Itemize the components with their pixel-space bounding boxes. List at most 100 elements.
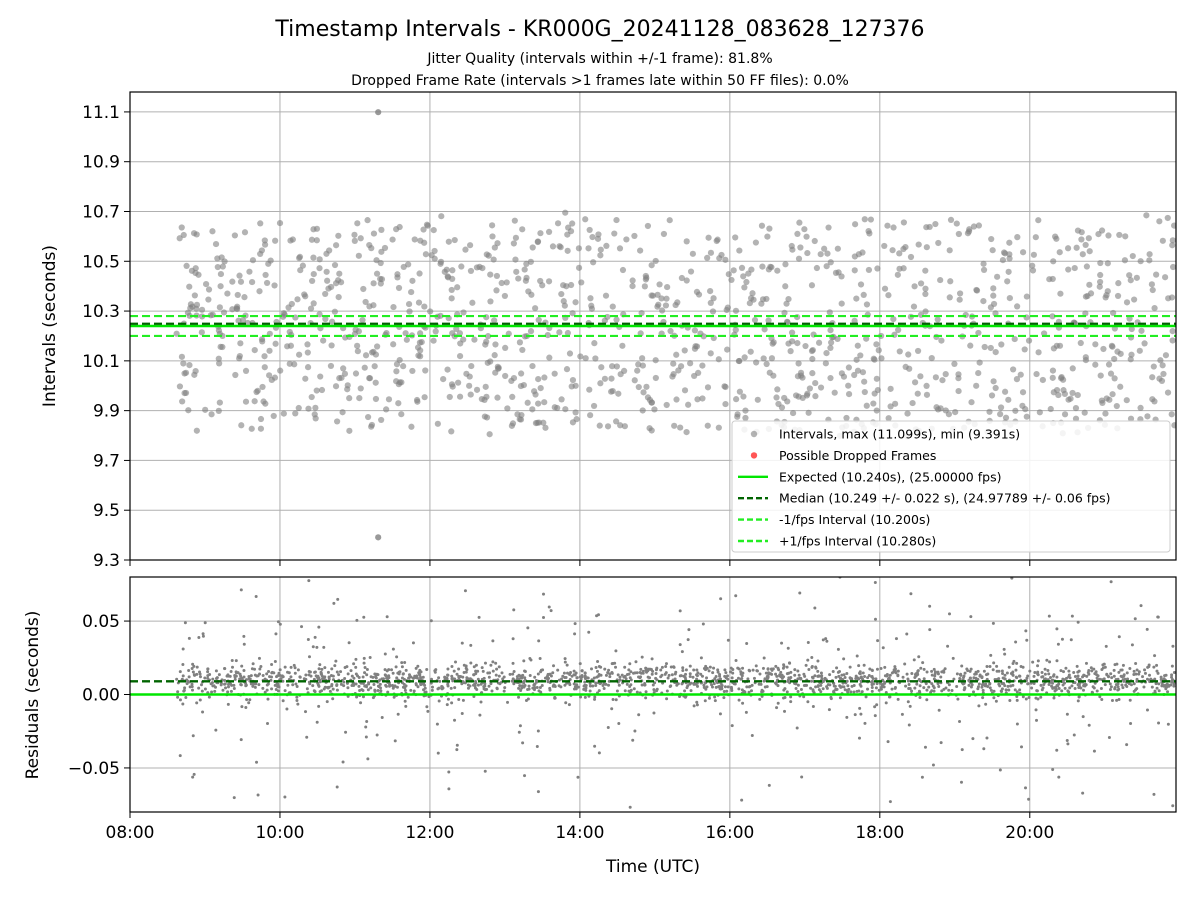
residual-point [795, 726, 799, 730]
residual-point [691, 675, 695, 679]
residual-point [1024, 629, 1028, 633]
interval-point [372, 379, 379, 386]
interval-point [643, 383, 650, 390]
residual-point [365, 668, 369, 672]
interval-point [603, 242, 610, 249]
residual-point [209, 682, 213, 686]
residual-point [1062, 670, 1066, 674]
interval-point [1128, 351, 1135, 358]
residual-point [198, 675, 202, 679]
interval-point [234, 291, 241, 299]
interval-point [305, 405, 312, 412]
residual-point [190, 682, 194, 686]
residual-point [1129, 721, 1133, 725]
residual-point [655, 666, 659, 670]
interval-point [587, 412, 594, 419]
residual-point [447, 787, 451, 791]
residual-point [659, 675, 663, 679]
interval-point [295, 404, 302, 412]
residual-point [831, 670, 835, 674]
interval-point [644, 394, 652, 401]
residual-point [695, 674, 699, 678]
residual-point [752, 676, 756, 680]
interval-point [1023, 413, 1030, 420]
residual-point [203, 621, 207, 625]
residual-point [488, 671, 492, 675]
interval-point [617, 422, 624, 429]
interval-point [709, 308, 717, 315]
residual-point [585, 676, 589, 680]
interval-point [615, 390, 622, 397]
residual-point [1036, 670, 1040, 674]
interval-point [286, 360, 293, 367]
interval-point [411, 236, 418, 243]
interval-point [372, 395, 380, 403]
interval-point [947, 278, 954, 285]
residual-point [409, 675, 413, 679]
interval-point [1082, 354, 1089, 361]
interval-point [707, 350, 714, 357]
interval-point [591, 340, 598, 347]
residual-point [1055, 675, 1059, 679]
residual-point [294, 682, 298, 686]
residual-point [476, 677, 480, 681]
residual-point [1128, 698, 1132, 702]
residual-point [576, 775, 580, 779]
residual-point [825, 685, 829, 689]
interval-point [244, 319, 251, 327]
residual-point [628, 662, 632, 666]
residual-point [955, 684, 959, 688]
residual-point [402, 677, 406, 681]
residual-point [928, 628, 932, 632]
residual-point [1010, 577, 1014, 580]
residual-point [683, 689, 687, 693]
residual-point [435, 722, 439, 726]
residual-point [350, 674, 354, 678]
residual-point [688, 672, 692, 676]
interval-point [590, 402, 598, 410]
residual-point [1113, 663, 1117, 667]
interval-point [997, 404, 1005, 411]
interval-point [732, 307, 740, 314]
residual-point [1170, 673, 1174, 677]
residual-point [457, 697, 461, 701]
residual-point [398, 670, 402, 674]
interval-point [373, 270, 381, 277]
interval-point [304, 364, 312, 371]
residual-point [969, 685, 973, 689]
interval-point [644, 222, 652, 230]
interval-point [294, 296, 301, 303]
residual-point [1032, 682, 1036, 686]
interval-point [631, 232, 638, 240]
interval-point [575, 264, 583, 271]
interval-point [1121, 257, 1129, 264]
residual-point [475, 687, 479, 691]
residual-point [526, 687, 530, 691]
residual-point [980, 685, 984, 689]
residual-point [1054, 685, 1058, 689]
residual-point [893, 667, 897, 671]
residual-point [918, 695, 922, 699]
residual-point [251, 662, 255, 666]
legend: Intervals, max (11.099s), min (9.391s)Po… [731, 420, 1171, 553]
residual-point [689, 681, 693, 685]
interval-point [765, 266, 772, 273]
residual-point [281, 675, 285, 679]
residual-point [910, 689, 914, 693]
residual-point [226, 685, 230, 689]
residual-point [1109, 580, 1113, 584]
interval-point [1105, 361, 1113, 368]
interval-point [288, 300, 295, 308]
residuals-points [175, 577, 1176, 809]
residual-point [278, 668, 282, 672]
interval-point [1133, 274, 1140, 281]
residual-point [992, 661, 996, 665]
interval-point [351, 237, 358, 244]
interval-point [910, 303, 918, 310]
interval-point [863, 402, 870, 409]
interval-point [659, 307, 666, 314]
residual-point [1024, 786, 1028, 790]
interval-point [766, 225, 773, 232]
interval-point [956, 296, 963, 303]
residual-point [520, 686, 524, 690]
